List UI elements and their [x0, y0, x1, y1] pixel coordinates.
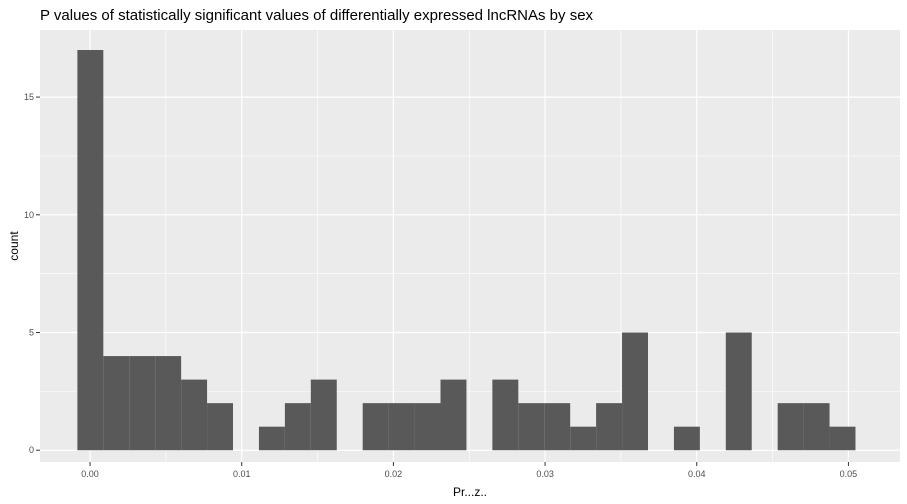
y-tick-label: 10 [24, 210, 34, 220]
histogram-bar [518, 403, 545, 451]
histogram-bar [388, 403, 415, 451]
x-tick-label: 0.03 [536, 469, 554, 479]
y-axis-ticks: 0 5 10 15 [24, 92, 40, 455]
histogram-bars [77, 50, 856, 451]
histogram-bar [129, 356, 156, 451]
histogram-bar [155, 356, 182, 451]
minor-gridlines [40, 30, 900, 462]
histogram-bar [673, 426, 700, 451]
histogram-bar [622, 332, 648, 451]
histogram-bar [258, 426, 285, 451]
y-tick-label: 5 [29, 328, 34, 338]
histogram-bar [284, 403, 311, 451]
histogram-bar [570, 426, 597, 451]
x-axis-ticks: 0.00 0.01 0.02 0.03 0.04 0.05 [81, 462, 857, 479]
histogram-bar [829, 426, 856, 451]
x-tick-label: 0.00 [81, 469, 99, 479]
x-tick-label: 0.01 [233, 469, 251, 479]
histogram-bar [103, 356, 130, 451]
x-axis-title: Pr...z.. [453, 485, 487, 499]
histogram-bar [207, 403, 234, 451]
histogram-bar [596, 403, 623, 451]
chart-title: P values of statistically significant va… [40, 7, 594, 24]
histogram-bar [544, 403, 571, 451]
histogram-bar [181, 379, 208, 451]
histogram-bar [492, 379, 519, 451]
x-tick-label: 0.02 [385, 469, 403, 479]
histogram-bar [725, 332, 752, 451]
y-axis-title: count [7, 231, 21, 261]
histogram-bar [777, 403, 804, 451]
histogram-bar [414, 403, 441, 451]
histogram-bar [803, 403, 830, 451]
y-tick-label: 0 [29, 445, 34, 455]
histogram-bar [77, 50, 104, 451]
x-tick-label: 0.05 [840, 469, 858, 479]
x-tick-label: 0.04 [688, 469, 706, 479]
y-tick-label: 15 [24, 92, 34, 102]
histogram-bar [310, 379, 337, 451]
histogram-bar [362, 403, 389, 451]
histogram-bar [440, 379, 467, 451]
